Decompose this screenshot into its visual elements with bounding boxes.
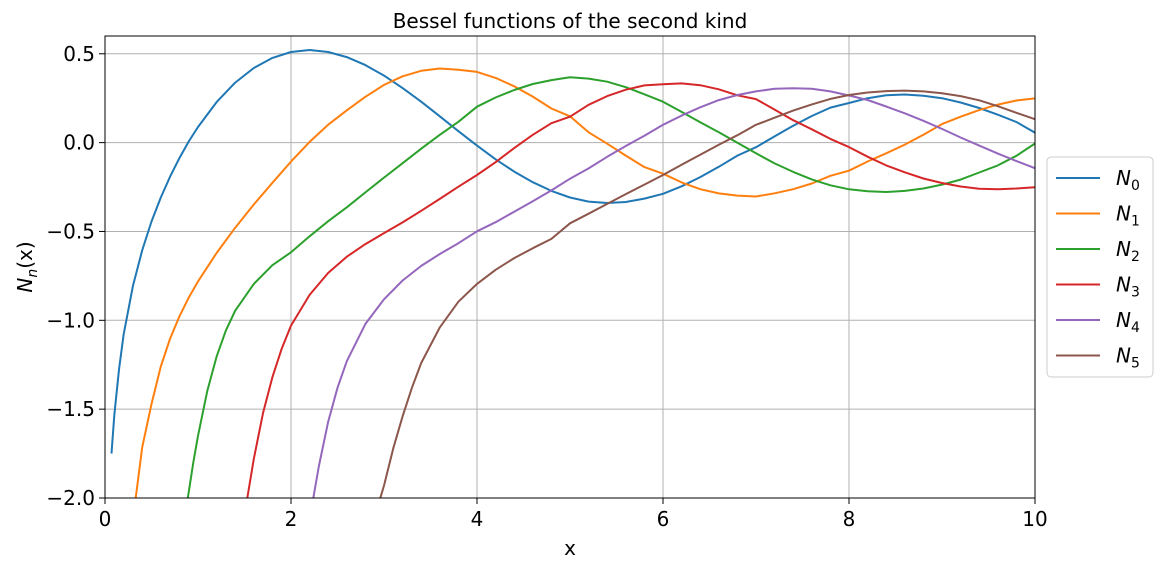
series-line-n2 bbox=[186, 76, 1035, 498]
x-tick-label: 2 bbox=[285, 507, 298, 531]
y-axis: 0.5 0.0 −0.5 −1.0 −1.5 −2.0 bbox=[46, 42, 105, 510]
y-tick-label: 0.5 bbox=[63, 42, 95, 66]
legend-entry-n4: N4 bbox=[1116, 308, 1140, 336]
legend-entry-n3: N3 bbox=[1116, 273, 1140, 301]
y-tick-label: 0.0 bbox=[63, 131, 95, 155]
series-line-n0 bbox=[110, 49, 1035, 454]
x-tick-label: 4 bbox=[471, 507, 484, 531]
legend: N0 N1 N2 N3 N4 N5 bbox=[1046, 156, 1154, 378]
svg-text:Nn(x): Nn(x) bbox=[13, 241, 41, 292]
legend-entry-n5: N5 bbox=[1116, 344, 1140, 372]
x-tick-label: 8 bbox=[843, 507, 856, 531]
y-tick-label: −0.5 bbox=[46, 219, 95, 243]
series-line-n5 bbox=[379, 89, 1035, 498]
x-tick-label: 6 bbox=[657, 507, 670, 531]
x-axis: 0 2 4 6 8 10 bbox=[99, 498, 1048, 531]
legend-entry-n0: N0 bbox=[1116, 166, 1140, 194]
y-axis-label-sub: n bbox=[25, 269, 41, 278]
x-tick-label: 10 bbox=[1022, 507, 1047, 531]
legend-entry-n1: N1 bbox=[1116, 202, 1140, 230]
legend-box bbox=[1046, 156, 1154, 378]
legend-entry-n2: N2 bbox=[1116, 237, 1140, 265]
y-axis-label: Nn(x) bbox=[13, 241, 41, 292]
plot-frame bbox=[104, 35, 1036, 499]
y-tick-label: −2.0 bbox=[46, 486, 95, 510]
x-tick-label: 0 bbox=[99, 507, 112, 531]
series-lines bbox=[110, 49, 1035, 498]
y-tick-label: −1.0 bbox=[46, 308, 95, 332]
y-axis-label-suffix: (x) bbox=[13, 241, 37, 268]
x-axis-label: x bbox=[564, 536, 576, 560]
y-tick-label: −1.5 bbox=[46, 397, 95, 421]
series-line-n3 bbox=[246, 82, 1035, 498]
chart-title: Bessel functions of the second kind bbox=[393, 9, 748, 33]
y-axis-label-main: N bbox=[13, 278, 37, 293]
series-line-n4 bbox=[312, 87, 1035, 498]
plot-area bbox=[110, 49, 1035, 498]
